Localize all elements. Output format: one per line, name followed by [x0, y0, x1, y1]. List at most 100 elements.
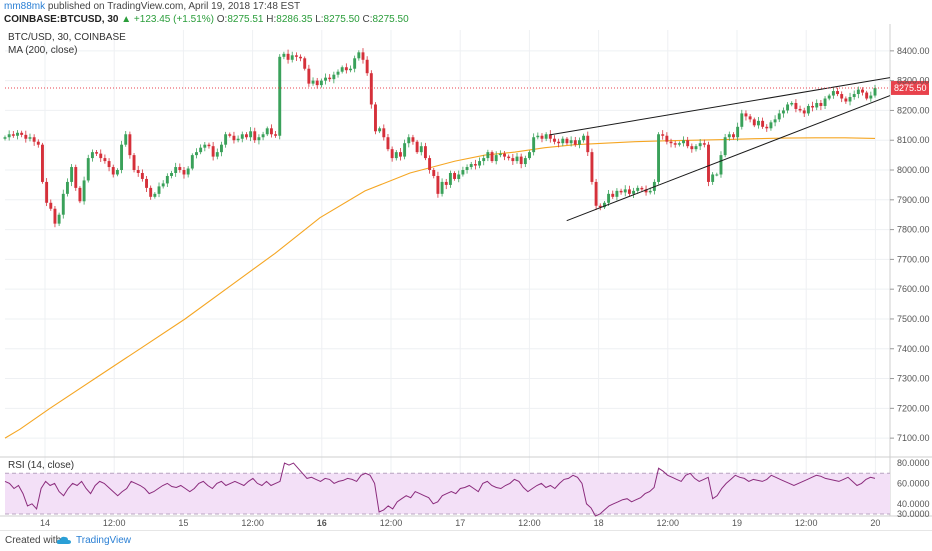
- candle-body: [457, 174, 461, 179]
- high-value: 8286.35: [276, 14, 313, 25]
- wedge-lower-trendline: [566, 95, 891, 222]
- candle-body: [265, 128, 269, 135]
- candle-body: [165, 175, 169, 184]
- candle-body: [253, 131, 257, 141]
- ohlc-header: COINBASE:BTCUSD, 30 ▲ +123.45 (+1.51%) O…: [4, 14, 409, 28]
- time-tick-label: 12:00: [380, 518, 403, 528]
- price-tick-label: 8300.00: [897, 76, 930, 86]
- candle-body: [145, 178, 148, 188]
- candle-body: [282, 53, 286, 57]
- author-link[interactable]: mm88mk: [4, 1, 46, 12]
- rsi-indicator-label: RSI (14, close): [8, 460, 74, 471]
- candles: [3, 48, 877, 228]
- candle-body: [840, 94, 844, 99]
- candle-body: [244, 134, 248, 138]
- created-with-text: Created with: [5, 535, 62, 546]
- candle-body: [848, 97, 852, 102]
- candle-body: [224, 134, 228, 145]
- candle-body: [561, 138, 565, 144]
- candle-body: [852, 94, 856, 98]
- tradingview-cloud-icon: [56, 536, 71, 544]
- candle-body: [582, 135, 586, 141]
- candle-body: [378, 128, 382, 132]
- candle-body: [215, 152, 219, 157]
- tradingview-brand-link[interactable]: TradingView: [76, 535, 132, 546]
- chart-canvas[interactable]: 8275.50 8400.00 8300.00 8200.00 8100.00 8000…: [0, 0, 932, 530]
- price-tick-label: 7500.00: [897, 314, 930, 324]
- price-axis: 8400.00 8300.00 8200.00 8100.00 8000.00 7900.…: [890, 46, 930, 443]
- candle-body: [798, 108, 802, 111]
- footer: Created with TradingView: [0, 530, 932, 551]
- candle-body: [190, 155, 194, 169]
- candle-body: [57, 214, 61, 224]
- low-value: 8275.50: [323, 14, 360, 25]
- candle-body: [865, 92, 869, 99]
- candle-body: [423, 146, 427, 159]
- candle-body: [873, 88, 877, 96]
- close-value: 8275.50: [372, 14, 409, 25]
- candle-body: [419, 146, 423, 153]
- candle-body: [569, 140, 573, 144]
- candle-body: [469, 164, 473, 168]
- candle-body: [573, 140, 577, 145]
- candle-body: [498, 153, 502, 156]
- candle-body: [756, 120, 760, 126]
- candle-body: [374, 104, 377, 132]
- candle-body: [382, 128, 386, 138]
- candle-body: [269, 128, 273, 135]
- candle-body: [178, 167, 182, 171]
- candle-body: [690, 146, 694, 150]
- candle-body: [428, 158, 432, 171]
- candle-body: [120, 144, 124, 171]
- candle-body: [815, 102, 819, 108]
- symbol-label: COINBASE:BTCUSD, 30: [4, 14, 119, 25]
- candle-body: [257, 137, 261, 141]
- price-tick-label: 8200.00: [897, 105, 930, 115]
- candle-body: [544, 134, 548, 139]
- candle-body: [677, 143, 681, 145]
- candle-body: [211, 146, 215, 157]
- candle-body: [232, 135, 236, 141]
- candle-body: [723, 137, 727, 156]
- candle-body: [90, 152, 94, 159]
- candle-body: [361, 52, 365, 60]
- candle-body: [140, 172, 144, 179]
- candle-body: [240, 134, 244, 139]
- candle-body: [53, 208, 57, 224]
- candle-body: [149, 187, 153, 197]
- candle-body: [432, 170, 436, 176]
- candle-body: [390, 149, 394, 159]
- rsi-tick-label: 60.0000: [897, 478, 930, 488]
- candle-body: [70, 167, 74, 182]
- candle-body: [836, 91, 839, 95]
- candle-body: [36, 141, 40, 145]
- time-tick-label: 12:00: [103, 518, 126, 528]
- price-tick-label: 7400.00: [897, 344, 930, 354]
- candle-body: [528, 152, 531, 159]
- candle-body: [136, 170, 140, 173]
- candle-body: [11, 134, 15, 136]
- candle-body: [769, 122, 773, 129]
- candle-body: [448, 172, 452, 185]
- rsi-tick-label: 40.0000: [897, 499, 930, 509]
- candle-body: [490, 152, 494, 162]
- candle-body: [856, 89, 860, 95]
- candle-body: [636, 187, 640, 191]
- candle-body: [673, 143, 677, 145]
- publish-header: mm88mk published on TradingView.com, Apr…: [4, 1, 300, 15]
- candle-body: [161, 183, 165, 187]
- candle-body: [486, 152, 490, 159]
- wedge-upper-trendline: [549, 77, 891, 136]
- candle-body: [249, 131, 253, 138]
- ma-200-line: [4, 137, 876, 439]
- candle-body: [465, 167, 469, 171]
- candle-body: [82, 180, 86, 202]
- candle-body: [773, 119, 777, 123]
- candle-body: [823, 98, 827, 106]
- candle-body: [286, 53, 290, 60]
- rsi-tick-label: 30.0000: [897, 509, 930, 519]
- candle-body: [473, 164, 477, 166]
- rsi-line: [4, 462, 876, 517]
- candle-body: [548, 134, 552, 139]
